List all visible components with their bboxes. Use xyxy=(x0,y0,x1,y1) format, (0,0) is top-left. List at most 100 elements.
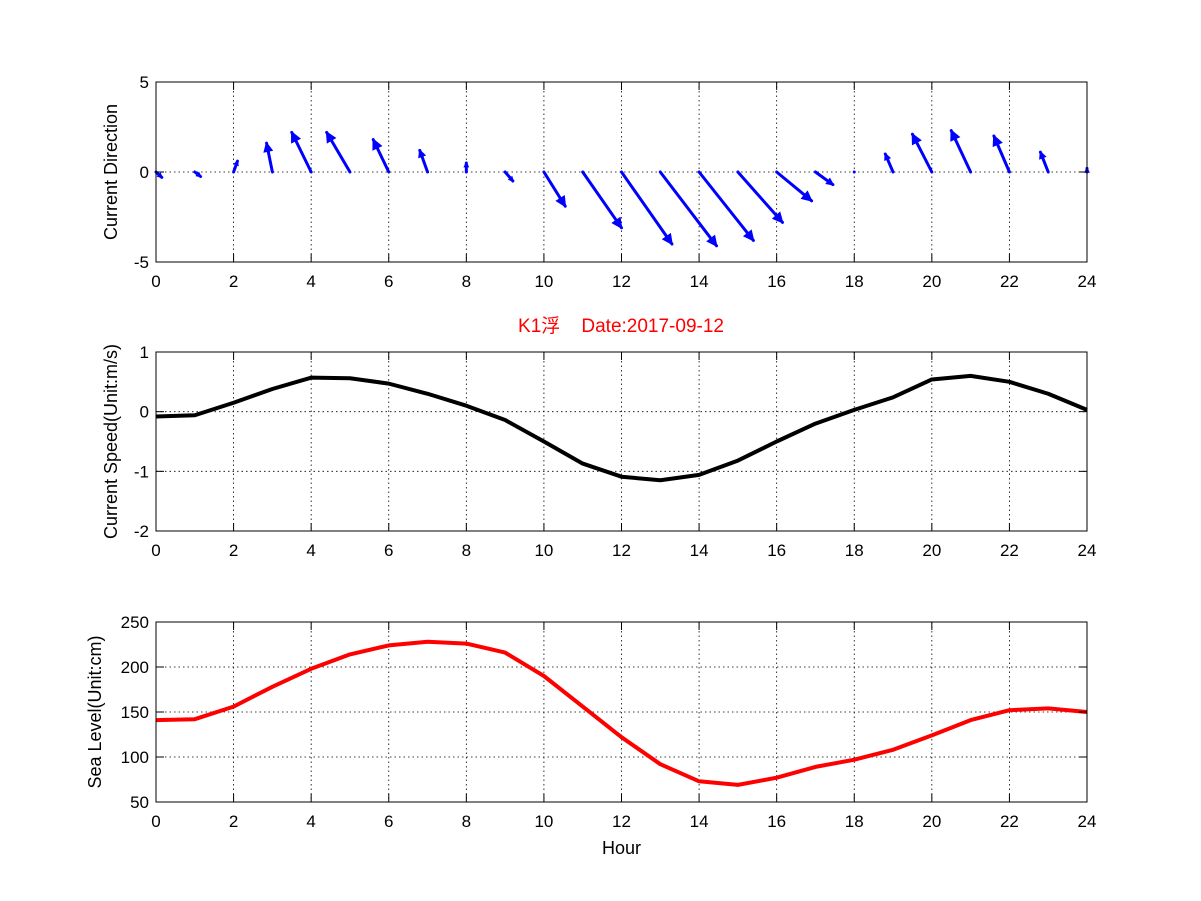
figure-title: K1浮 Date:2017-09-12 xyxy=(518,315,724,337)
sealevel-ytick-label: 200 xyxy=(121,658,149,677)
arrow-head xyxy=(800,190,813,202)
direction-xtick-label: 14 xyxy=(690,272,709,291)
direction-arrow xyxy=(883,152,895,174)
direction-arrow xyxy=(154,170,164,179)
speed-xtick-label: 2 xyxy=(229,541,238,560)
direction-arrow xyxy=(992,134,1011,174)
sealevel-xtick-label: 24 xyxy=(1078,812,1097,831)
direction-xtick-label: 8 xyxy=(462,272,471,291)
speed-xtick-label: 10 xyxy=(534,541,553,560)
direction-xtick-label: 6 xyxy=(384,272,393,291)
sealevel-xtick-label: 0 xyxy=(151,812,160,831)
arrow-head xyxy=(611,216,623,230)
sealevel-xtick-label: 6 xyxy=(384,812,393,831)
speed-xtick-label: 16 xyxy=(767,541,786,560)
direction-xtick-label: 0 xyxy=(151,272,160,291)
sealevel-xtick-label: 10 xyxy=(534,812,553,831)
speed-xtick-label: 20 xyxy=(922,541,941,560)
speed-xtick-label: 0 xyxy=(151,541,160,560)
speed-xtick-label: 18 xyxy=(845,541,864,560)
direction-arrow xyxy=(542,170,567,208)
direction-arrow xyxy=(813,170,835,187)
arrow-head xyxy=(372,138,383,151)
arrow-shaft xyxy=(620,170,674,246)
speed-xtick-label: 24 xyxy=(1078,541,1097,560)
arrow-head xyxy=(742,229,755,242)
speed-series-line xyxy=(155,373,1088,483)
sealevel-xtick-label: 2 xyxy=(229,812,238,831)
sealevel-xtick-label: 4 xyxy=(306,812,315,831)
arrow-shaft xyxy=(697,170,755,242)
speed-xtick-label: 4 xyxy=(306,541,315,560)
arrow-head xyxy=(911,132,922,146)
direction-xtick-label: 2 xyxy=(229,272,238,291)
sealevel-ytick-label: 150 xyxy=(121,703,149,722)
arrow-head xyxy=(233,159,239,167)
arrow-head xyxy=(463,161,470,168)
direction-xtick-label: 22 xyxy=(1000,272,1019,291)
arrow-head xyxy=(706,234,718,248)
direction-arrow xyxy=(193,170,203,178)
direction-arrow xyxy=(658,170,719,248)
speed-ytick-label: -2 xyxy=(134,522,149,541)
sealevel-xtick-label: 14 xyxy=(690,812,709,831)
sealevel-series-line xyxy=(155,639,1088,787)
direction-xtick-label: 16 xyxy=(767,272,786,291)
direction-xtick-label: 18 xyxy=(845,272,864,291)
direction-arrow xyxy=(1038,150,1050,174)
speed-xtick-label: 6 xyxy=(384,541,393,560)
sealevel-xtick-label: 12 xyxy=(612,812,631,831)
speed-xtick-label: 12 xyxy=(612,541,631,560)
speed-xtick-label: 22 xyxy=(1000,541,1019,560)
sealevel-ytick-label: 250 xyxy=(121,613,149,632)
direction-xtick-label: 24 xyxy=(1078,272,1097,291)
sealevel-ytick-label: 100 xyxy=(121,748,149,767)
speed-ytick-label: 1 xyxy=(140,343,149,362)
direction-arrow xyxy=(232,159,239,174)
sealevel-xtick-label: 8 xyxy=(462,812,471,831)
arrow-shaft xyxy=(581,170,623,230)
direction-arrow xyxy=(697,170,755,242)
direction-arrow xyxy=(775,170,814,203)
arrow-head xyxy=(884,152,892,162)
arrow-head xyxy=(291,130,302,144)
direction-arrow xyxy=(263,141,274,174)
direction-arrow xyxy=(418,148,430,174)
sealevel-xtick-label: 16 xyxy=(767,812,786,831)
sealevel-ytick-label: 50 xyxy=(130,793,149,812)
arrow-head xyxy=(771,211,784,224)
direction-xtick-label: 12 xyxy=(612,272,631,291)
sealevel-xtick-label: 22 xyxy=(1000,812,1019,831)
arrow-head xyxy=(418,148,427,159)
direction-ytick-label: -5 xyxy=(134,253,149,272)
direction-xtick-label: 4 xyxy=(306,272,315,291)
direction-arrow xyxy=(581,170,623,230)
direction-ylabel: Current Direction xyxy=(101,104,121,240)
arrow-head xyxy=(195,171,202,178)
arrow-head xyxy=(325,130,337,144)
direction-xtick-label: 10 xyxy=(534,272,553,291)
speed-ytick-label: 0 xyxy=(140,403,149,422)
arrow-shaft xyxy=(658,170,719,248)
arrow-head xyxy=(156,172,164,179)
direction-arrow xyxy=(949,129,973,174)
sealevel-xtick-label: 18 xyxy=(845,812,864,831)
arrow-shaft xyxy=(736,170,784,224)
sealevel-xlabel: Hour xyxy=(602,838,641,858)
speed-xtick-label: 14 xyxy=(690,541,709,560)
arrow-head xyxy=(661,232,673,246)
direction-ytick-label: 0 xyxy=(140,163,149,182)
direction-arrow xyxy=(503,170,515,183)
speed-ylabel: Current Speed(Unit:m/s) xyxy=(101,344,121,539)
arrow-head xyxy=(992,134,1003,148)
sealevel-xtick-label: 20 xyxy=(922,812,941,831)
arrow-head xyxy=(825,177,835,186)
direction-ytick-label: 5 xyxy=(140,73,149,92)
speed-xtick-label: 8 xyxy=(462,541,471,560)
arrow-head xyxy=(1039,150,1047,160)
